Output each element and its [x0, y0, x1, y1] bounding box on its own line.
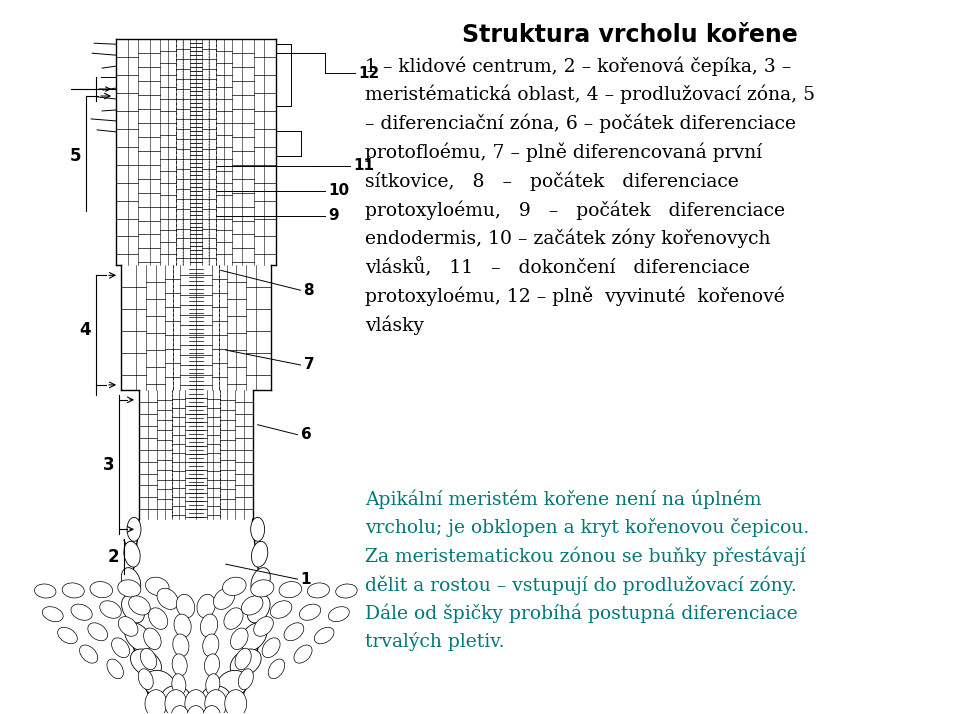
Ellipse shape [129, 596, 150, 615]
Ellipse shape [88, 623, 108, 640]
Ellipse shape [71, 604, 92, 620]
Ellipse shape [172, 674, 186, 695]
Ellipse shape [144, 628, 161, 650]
Text: 11: 11 [353, 159, 374, 174]
Ellipse shape [62, 583, 84, 598]
Ellipse shape [238, 669, 253, 690]
Ellipse shape [336, 584, 357, 598]
Ellipse shape [251, 568, 271, 595]
Ellipse shape [100, 600, 121, 618]
Ellipse shape [145, 690, 167, 714]
Ellipse shape [294, 645, 312, 663]
Text: 8: 8 [303, 283, 314, 298]
Ellipse shape [235, 648, 252, 670]
Ellipse shape [240, 623, 267, 651]
Ellipse shape [185, 690, 206, 714]
Ellipse shape [138, 669, 154, 690]
Ellipse shape [172, 654, 187, 676]
Ellipse shape [143, 670, 175, 697]
Ellipse shape [262, 638, 280, 658]
Ellipse shape [118, 580, 141, 597]
Text: 1: 1 [300, 572, 311, 587]
Ellipse shape [118, 617, 138, 636]
Ellipse shape [248, 595, 270, 623]
Text: 1 – klidové centrum, 2 – kořenová čepíka, 3 –
meristématická oblast, 4 – prodluž: 1 – klidové centrum, 2 – kořenová čepíka… [366, 56, 815, 335]
Ellipse shape [161, 685, 191, 712]
Ellipse shape [122, 595, 144, 623]
Ellipse shape [42, 607, 63, 622]
Ellipse shape [217, 670, 249, 697]
Text: 5: 5 [70, 147, 82, 165]
Text: 10: 10 [328, 183, 349, 198]
Ellipse shape [230, 649, 261, 677]
Ellipse shape [284, 623, 303, 640]
Ellipse shape [279, 581, 301, 598]
Ellipse shape [111, 638, 130, 658]
Ellipse shape [328, 607, 349, 622]
Ellipse shape [201, 614, 218, 637]
Ellipse shape [223, 577, 246, 595]
Ellipse shape [146, 577, 169, 595]
Text: 12: 12 [358, 66, 379, 81]
Ellipse shape [127, 518, 141, 541]
Ellipse shape [131, 649, 161, 677]
Ellipse shape [230, 628, 248, 650]
Ellipse shape [201, 685, 230, 712]
Ellipse shape [204, 654, 220, 676]
Text: 6: 6 [300, 427, 311, 442]
Ellipse shape [177, 594, 195, 618]
Ellipse shape [124, 541, 140, 567]
Text: Apikální meristém kořene není na úplném
vrcholu; je obklopen a kryt kořenovou če: Apikální meristém kořene není na úplném … [366, 490, 809, 651]
Text: 4: 4 [80, 321, 91, 339]
Ellipse shape [268, 659, 285, 679]
Ellipse shape [203, 705, 221, 714]
Ellipse shape [307, 583, 329, 598]
Ellipse shape [90, 581, 112, 598]
Text: 9: 9 [328, 208, 339, 223]
Ellipse shape [253, 617, 274, 636]
Ellipse shape [58, 628, 78, 644]
Ellipse shape [197, 594, 215, 618]
Ellipse shape [251, 580, 274, 597]
Ellipse shape [140, 648, 156, 670]
Ellipse shape [173, 634, 189, 657]
Text: 3: 3 [103, 456, 114, 473]
Ellipse shape [224, 608, 243, 629]
Ellipse shape [251, 518, 265, 541]
Text: 2: 2 [108, 548, 119, 565]
Ellipse shape [204, 690, 227, 714]
Ellipse shape [300, 604, 321, 620]
Ellipse shape [225, 690, 247, 714]
Ellipse shape [35, 584, 56, 598]
Ellipse shape [107, 659, 124, 679]
Ellipse shape [187, 705, 204, 714]
Ellipse shape [157, 588, 179, 610]
Text: 7: 7 [303, 358, 314, 373]
Ellipse shape [165, 690, 187, 714]
Ellipse shape [203, 634, 219, 657]
Ellipse shape [271, 600, 292, 618]
Ellipse shape [80, 645, 98, 663]
Ellipse shape [149, 608, 168, 629]
Ellipse shape [125, 623, 152, 651]
Ellipse shape [121, 568, 141, 595]
Ellipse shape [205, 674, 220, 695]
Ellipse shape [213, 588, 234, 610]
Ellipse shape [174, 614, 191, 637]
Ellipse shape [314, 628, 334, 644]
Ellipse shape [171, 705, 189, 714]
Ellipse shape [252, 541, 268, 567]
Ellipse shape [241, 596, 263, 615]
Text: Struktura vrcholu kořene: Struktura vrcholu kořene [462, 24, 798, 47]
